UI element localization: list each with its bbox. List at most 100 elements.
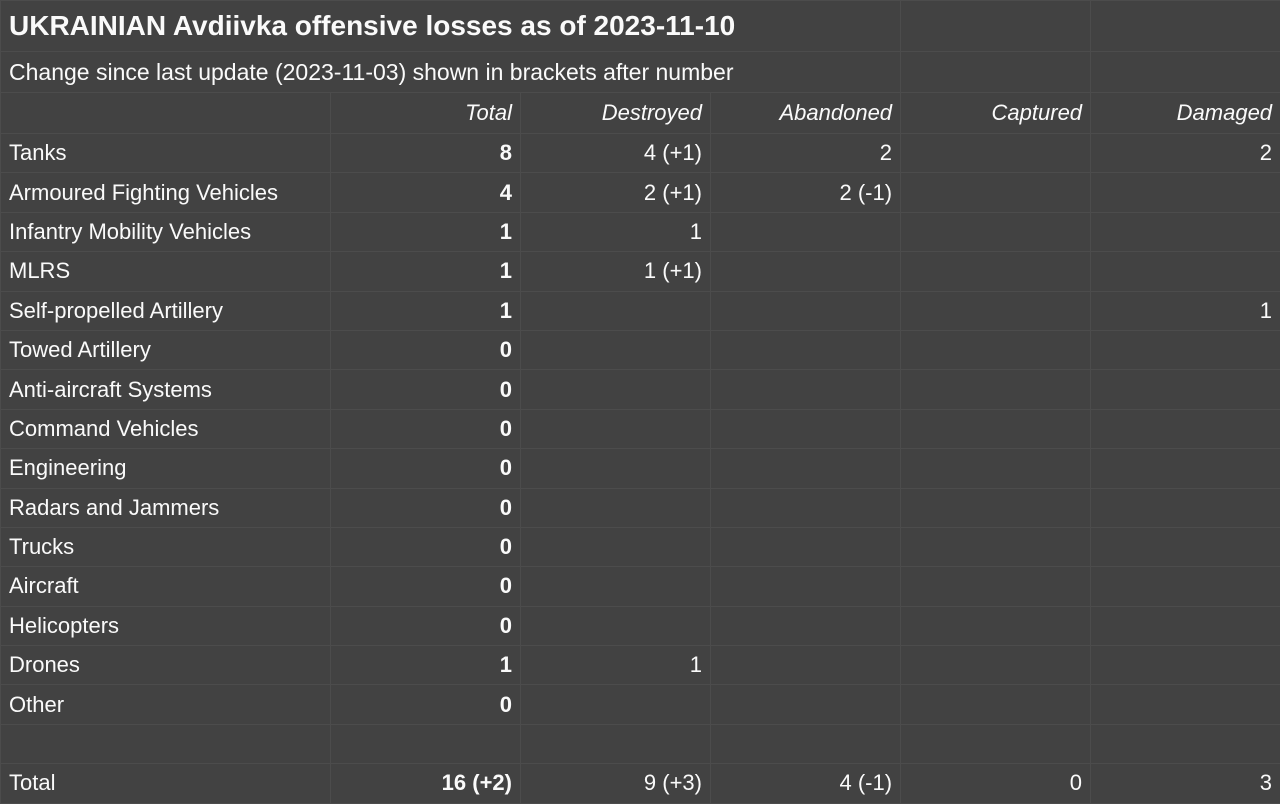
cell-captured: 0 bbox=[901, 764, 1091, 803]
row-label: Other bbox=[1, 685, 331, 724]
column-header-captured: Captured bbox=[901, 93, 1091, 134]
spacer-row bbox=[1, 724, 1280, 763]
cell-abandoned bbox=[711, 291, 901, 330]
column-header-abandoned: Abandoned bbox=[711, 93, 901, 134]
cell-captured bbox=[901, 330, 1091, 369]
empty-cell bbox=[331, 724, 521, 763]
cell-captured bbox=[901, 252, 1091, 291]
cell-captured bbox=[901, 685, 1091, 724]
column-header-damaged: Damaged bbox=[1091, 93, 1280, 134]
cell-damaged bbox=[1091, 646, 1280, 685]
row-label: Trucks bbox=[1, 527, 331, 566]
cell-abandoned bbox=[711, 685, 901, 724]
cell-damaged bbox=[1091, 252, 1280, 291]
cell-damaged bbox=[1091, 449, 1280, 488]
cell-captured bbox=[901, 567, 1091, 606]
cell-total: 0 bbox=[331, 685, 521, 724]
cell-captured bbox=[901, 370, 1091, 409]
cell-damaged bbox=[1091, 685, 1280, 724]
cell-destroyed bbox=[521, 370, 711, 409]
empty-cell bbox=[1091, 1, 1280, 52]
cell-total: 0 bbox=[331, 370, 521, 409]
row-label: Helicopters bbox=[1, 606, 331, 645]
cell-total: 0 bbox=[331, 606, 521, 645]
cell-abandoned bbox=[711, 370, 901, 409]
cell-total: 1 bbox=[331, 212, 521, 251]
empty-cell bbox=[901, 1, 1091, 52]
cell-abandoned bbox=[711, 606, 901, 645]
title-row: UKRAINIAN Avdiivka offensive losses as o… bbox=[1, 1, 1280, 52]
row-label: Drones bbox=[1, 646, 331, 685]
cell-destroyed: 1 (+1) bbox=[521, 252, 711, 291]
cell-destroyed bbox=[521, 330, 711, 369]
cell-captured bbox=[901, 212, 1091, 251]
cell-captured bbox=[901, 134, 1091, 173]
cell-damaged bbox=[1091, 567, 1280, 606]
cell-destroyed bbox=[521, 527, 711, 566]
cell-damaged bbox=[1091, 173, 1280, 212]
corner-cell bbox=[1, 93, 331, 134]
cell-damaged bbox=[1091, 488, 1280, 527]
empty-cell bbox=[711, 724, 901, 763]
row-label: Anti-aircraft Systems bbox=[1, 370, 331, 409]
cell-damaged bbox=[1091, 330, 1280, 369]
empty-cell bbox=[901, 724, 1091, 763]
cell-damaged: 1 bbox=[1091, 291, 1280, 330]
cell-abandoned bbox=[711, 409, 901, 448]
page-subtitle: Change since last update (2023-11-03) sh… bbox=[1, 52, 901, 93]
cell-captured bbox=[901, 173, 1091, 212]
cell-destroyed bbox=[521, 685, 711, 724]
column-header-destroyed: Destroyed bbox=[521, 93, 711, 134]
cell-destroyed bbox=[521, 409, 711, 448]
cell-abandoned bbox=[711, 449, 901, 488]
subtitle-row: Change since last update (2023-11-03) sh… bbox=[1, 52, 1280, 93]
cell-total: 0 bbox=[331, 567, 521, 606]
empty-cell bbox=[1091, 724, 1280, 763]
total-row: Total 16 (+2) 9 (+3) 4 (-1) 0 3 bbox=[1, 764, 1280, 803]
cell-abandoned bbox=[711, 212, 901, 251]
cell-damaged bbox=[1091, 212, 1280, 251]
row-label: Self-propelled Artillery bbox=[1, 291, 331, 330]
cell-abandoned bbox=[711, 488, 901, 527]
cell-damaged: 3 bbox=[1091, 764, 1280, 803]
cell-destroyed: 4 (+1) bbox=[521, 134, 711, 173]
row-label: Engineering bbox=[1, 449, 331, 488]
page-title: UKRAINIAN Avdiivka offensive losses as o… bbox=[1, 1, 901, 52]
cell-captured bbox=[901, 409, 1091, 448]
empty-cell bbox=[521, 724, 711, 763]
cell-total: 1 bbox=[331, 252, 521, 291]
cell-total: 0 bbox=[331, 527, 521, 566]
empty-cell bbox=[901, 52, 1091, 93]
cell-abandoned: 4 (-1) bbox=[711, 764, 901, 803]
cell-damaged bbox=[1091, 370, 1280, 409]
empty-cell bbox=[1091, 52, 1280, 93]
cell-total: 1 bbox=[331, 291, 521, 330]
empty-cell bbox=[1, 724, 331, 763]
row-label: MLRS bbox=[1, 252, 331, 291]
cell-captured bbox=[901, 646, 1091, 685]
cell-total: 0 bbox=[331, 449, 521, 488]
row-label: Infantry Mobility Vehicles bbox=[1, 212, 331, 251]
cell-captured bbox=[901, 527, 1091, 566]
cell-abandoned bbox=[711, 252, 901, 291]
cell-abandoned bbox=[711, 567, 901, 606]
cell-damaged bbox=[1091, 606, 1280, 645]
column-header-total: Total bbox=[331, 93, 521, 134]
cell-destroyed bbox=[521, 449, 711, 488]
cell-captured bbox=[901, 291, 1091, 330]
